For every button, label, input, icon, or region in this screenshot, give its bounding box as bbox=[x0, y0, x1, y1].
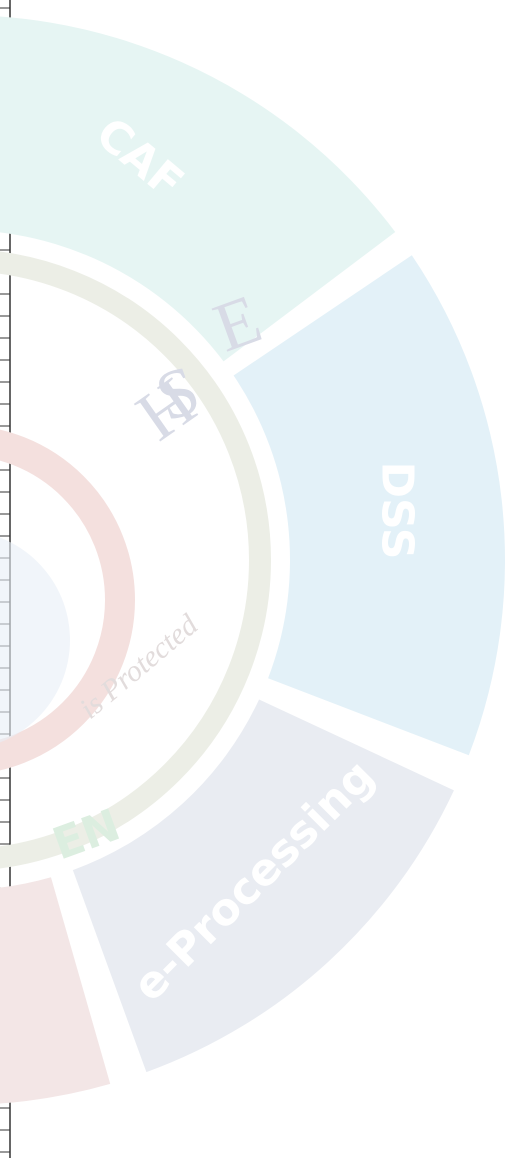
wheel-segment bbox=[234, 255, 505, 755]
segment-label: DSS bbox=[372, 462, 423, 560]
wheel-graphic: CAFDSSe-Processingts E S H is Protected … bbox=[0, 0, 509, 1158]
